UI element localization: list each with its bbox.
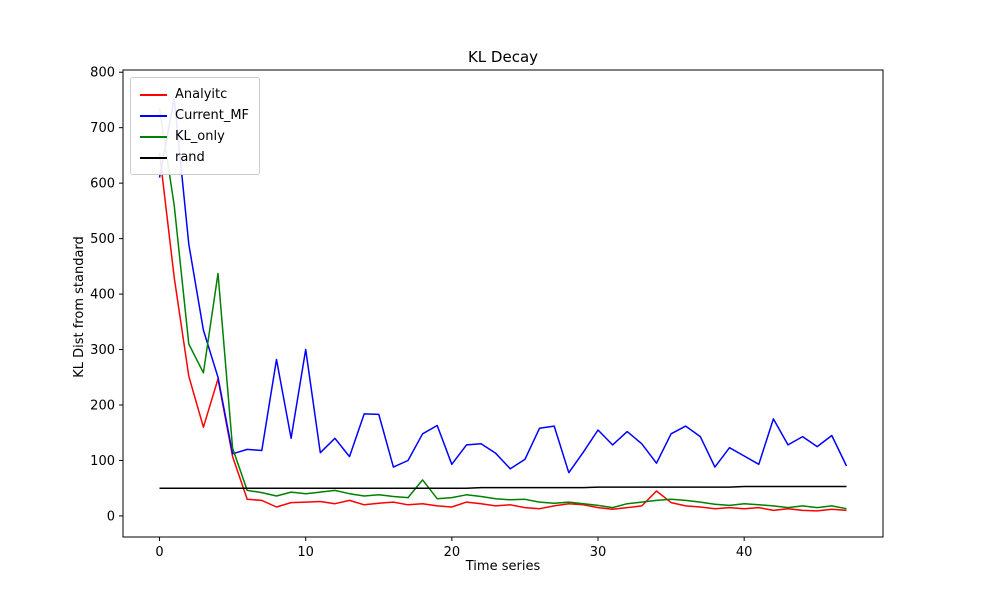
x-tick-label: 40: [736, 545, 753, 560]
axes-frame: [122, 69, 884, 538]
legend-swatch-Current_MF: [140, 114, 167, 117]
legend-label: KL_only: [175, 129, 225, 144]
y-tick-label: 800: [90, 66, 115, 81]
y-tick-label: 0: [107, 509, 115, 524]
legend-item: Current_MF: [140, 105, 249, 126]
legend-swatch-Analyitc: [140, 93, 167, 96]
y-tick-label: 500: [90, 232, 115, 247]
legend-label: rand: [175, 150, 205, 165]
legend-label: Analyitc: [175, 87, 228, 102]
x-tick-label: 0: [155, 545, 163, 560]
x-axis-label: Time series: [465, 559, 541, 574]
y-tick-label: 400: [90, 288, 115, 303]
legend-swatch-KL_only: [140, 135, 167, 138]
series-line-rand: [159, 485, 847, 489]
legend-item: KL_only: [140, 126, 249, 147]
series-line-KL_only: [158, 108, 847, 510]
y-tick-label: 600: [90, 177, 115, 192]
legend-item: Analyitc: [140, 84, 249, 105]
y-tick-label: 300: [90, 343, 115, 358]
legend-item: rand: [140, 147, 249, 168]
series-line-Analyitc: [158, 152, 847, 512]
x-tick-label: 10: [297, 545, 314, 560]
x-tick-label: 20: [444, 545, 461, 560]
legend-swatch-rand: [140, 156, 167, 159]
y-tick-label: 100: [90, 454, 115, 469]
y-tick-label: 700: [90, 121, 115, 136]
series-line-Current_MF: [158, 98, 848, 474]
chart-title: KL Decay: [467, 48, 539, 66]
legend-label: Current_MF: [175, 108, 250, 123]
x-tick-label: 30: [590, 545, 607, 560]
y-tick-label: 200: [90, 398, 115, 413]
y-axis-label-text: KL Dist from standard: [72, 236, 87, 378]
